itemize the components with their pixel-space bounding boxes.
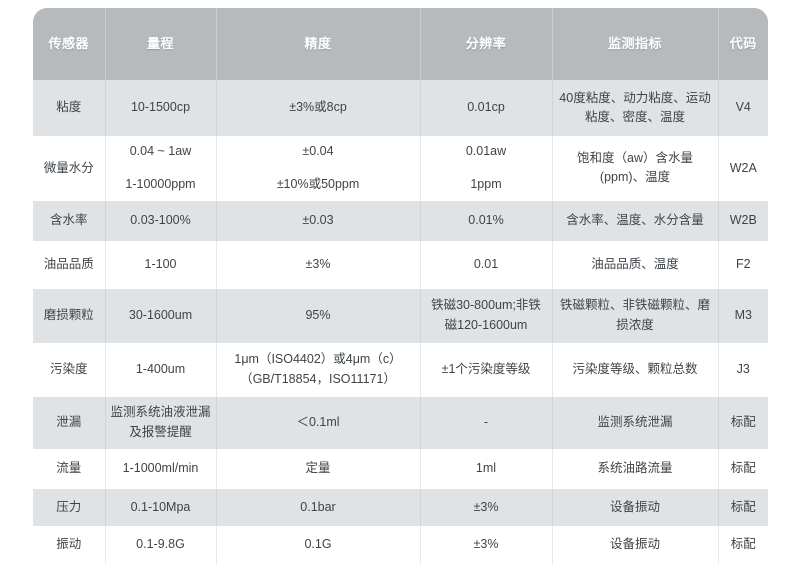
cell-resolution: 0.01	[420, 240, 553, 289]
cell-sensor: 振动	[33, 525, 106, 564]
cell-index: 设备振动	[552, 488, 719, 526]
column-header-index[interactable]: 监测指标	[552, 8, 719, 80]
cell-index: 40度粘度、动力粘度、运动粘度、密度、温度	[552, 80, 719, 136]
cell-range: 30-1600um	[105, 288, 217, 343]
cell-code: 标配	[718, 525, 768, 564]
cell-code: V4	[718, 80, 768, 136]
column-header-range[interactable]: 量程	[105, 8, 217, 80]
cell-code: 标配	[718, 448, 768, 489]
cell-code: 标配	[718, 396, 768, 449]
cell-range: 0.04 ~ 1aw 1-10000ppm	[105, 136, 217, 201]
cell-range: 0.1-10Mpa	[105, 488, 217, 526]
cell-resolution: 0.01cp	[420, 80, 553, 136]
cell-accuracy: ±0.04 ±10%或50ppm	[216, 136, 421, 201]
cell-accuracy-line-2: ±10%或50ppm	[276, 177, 360, 192]
cell-code: F2	[718, 240, 768, 289]
cell-code: W2B	[718, 200, 768, 241]
cell-sensor: 泄漏	[33, 396, 106, 449]
cell-range: 0.03-100%	[105, 200, 217, 241]
cell-sensor: 压力	[33, 488, 106, 526]
cell-code: J3	[718, 342, 768, 397]
cell-resolution: 0.01%	[420, 200, 553, 241]
cell-range: 0.1-9.8G	[105, 525, 217, 564]
cell-sensor: 磨损颗粒	[33, 288, 106, 343]
cell-sensor: 微量水分	[33, 136, 106, 201]
cell-accuracy: 0.1G	[216, 525, 421, 564]
cell-resolution: 1ml	[420, 448, 553, 489]
cell-range: 1-1000ml/min	[105, 448, 217, 489]
cell-index: 监测系统泄漏	[552, 396, 719, 449]
cell-range: 10-1500cp	[105, 80, 217, 136]
cell-resolution-line-1: 0.01aw	[465, 144, 507, 158]
cell-sensor: 含水率	[33, 200, 106, 241]
cell-accuracy: 95%	[216, 288, 421, 343]
cell-accuracy: ±3%	[216, 240, 421, 289]
header-row: 传感器 量程 精度 分辨率 监测指标 代码	[33, 8, 768, 80]
cell-index: 含水率、温度、水分含量	[552, 200, 719, 241]
cell-sensor: 粘度	[33, 80, 106, 136]
table-row: 油品品质 1-100 ±3% 0.01 油品品质、温度 F2	[33, 240, 768, 289]
table-body: 粘度 10-1500cp ±3%或8cp 0.01cp 40度粘度、动力粘度、运…	[33, 80, 768, 564]
cell-code: M3	[718, 288, 768, 343]
cell-resolution: -	[420, 396, 553, 449]
cell-index: 铁磁颗粒、非铁磁颗粒、磨损浓度	[552, 288, 719, 343]
cell-range: 1-100	[105, 240, 217, 289]
cell-resolution-line-2: 1ppm	[470, 177, 502, 192]
table-row: 污染度 1-400um 1μm（ISO4402）或4μm（c）（GB/T1885…	[33, 342, 768, 397]
cell-sensor: 油品品质	[33, 240, 106, 289]
table-row: 泄漏 监测系统油液泄漏及报警提醒 ＜0.1ml - 监测系统泄漏 标配	[33, 396, 768, 449]
cell-index: 污染度等级、颗粒总数	[552, 342, 719, 397]
cell-accuracy-line-1: ±0.04	[302, 144, 334, 158]
cell-index: 设备振动	[552, 525, 719, 564]
cell-resolution: ±3%	[420, 488, 553, 526]
cell-accuracy: ＜0.1ml	[216, 396, 421, 449]
cell-range-line-2: 1-10000ppm	[125, 177, 196, 192]
cell-range-line-1: 0.04 ~ 1aw	[129, 144, 192, 158]
table-row: 粘度 10-1500cp ±3%或8cp 0.01cp 40度粘度、动力粘度、运…	[33, 80, 768, 136]
spec-table-container: 传感器 量程 精度 分辨率 监测指标 代码 粘度 10-1500cp ±3%或8…	[33, 8, 768, 564]
table-row: 振动 0.1-9.8G 0.1G ±3% 设备振动 标配	[33, 525, 768, 564]
cell-index: 油品品质、温度	[552, 240, 719, 289]
table-row: 流量 1-1000ml/min 定量 1ml 系统油路流量 标配	[33, 448, 768, 489]
column-header-code[interactable]: 代码	[718, 8, 768, 80]
column-header-sensor[interactable]: 传感器	[33, 8, 106, 80]
cell-accuracy: ±0.03	[216, 200, 421, 241]
table-header: 传感器 量程 精度 分辨率 监测指标 代码	[33, 8, 768, 80]
sensor-spec-table: 传感器 量程 精度 分辨率 监测指标 代码 粘度 10-1500cp ±3%或8…	[33, 8, 768, 564]
cell-index: 饱和度（aw）含水量(ppm)、温度	[552, 136, 719, 201]
table-row: 磨损颗粒 30-1600um 95% 铁磁30-800um;非铁磁120-160…	[33, 288, 768, 343]
cell-accuracy: 1μm（ISO4402）或4μm（c）（GB/T18854，ISO11171）	[216, 342, 421, 397]
cell-resolution: ±3%	[420, 525, 553, 564]
cell-accuracy: 0.1bar	[216, 488, 421, 526]
column-header-resolution[interactable]: 分辨率	[420, 8, 553, 80]
cell-code: W2A	[718, 136, 768, 201]
cell-sensor: 流量	[33, 448, 106, 489]
cell-accuracy: ±3%或8cp	[216, 80, 421, 136]
cell-sensor: 污染度	[33, 342, 106, 397]
cell-resolution: ±1个污染度等级	[420, 342, 553, 397]
column-header-accuracy[interactable]: 精度	[216, 8, 421, 80]
cell-accuracy: 定量	[216, 448, 421, 489]
cell-range: 监测系统油液泄漏及报警提醒	[105, 396, 217, 449]
cell-resolution: 0.01aw 1ppm	[420, 136, 553, 201]
cell-resolution: 铁磁30-800um;非铁磁120-1600um	[420, 288, 553, 343]
cell-code: 标配	[718, 488, 768, 526]
table-row: 含水率 0.03-100% ±0.03 0.01% 含水率、温度、水分含量 W2…	[33, 200, 768, 241]
table-row: 微量水分 0.04 ~ 1aw 1-10000ppm ±0.04 ±10%或50…	[33, 136, 768, 201]
cell-range: 1-400um	[105, 342, 217, 397]
cell-index: 系统油路流量	[552, 448, 719, 489]
table-row: 压力 0.1-10Mpa 0.1bar ±3% 设备振动 标配	[33, 488, 768, 526]
